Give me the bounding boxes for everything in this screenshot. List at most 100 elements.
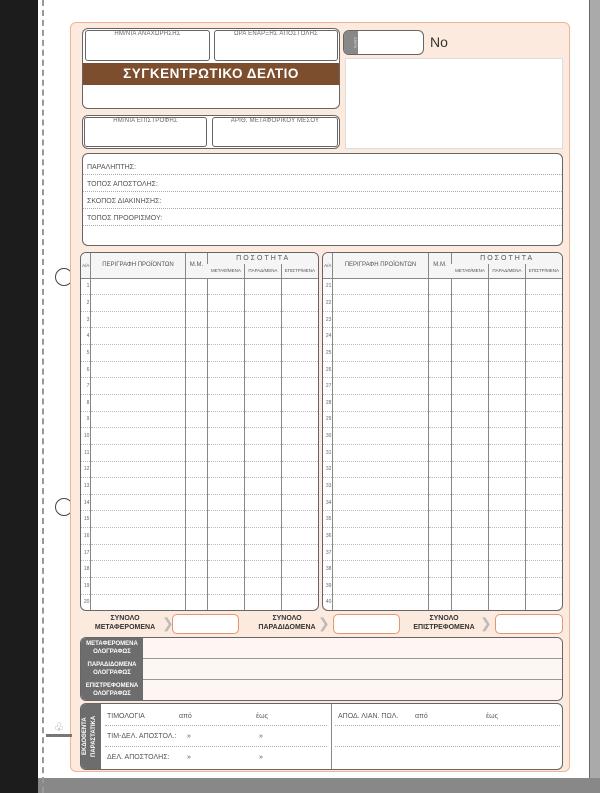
- returned-cell[interactable]: [524, 344, 562, 362]
- unit-cell[interactable]: [184, 394, 208, 412]
- delivered-cell[interactable]: [244, 544, 282, 562]
- returned-cell[interactable]: [280, 560, 318, 579]
- delivered-cell[interactable]: [488, 344, 526, 362]
- delivered-cell[interactable]: [244, 327, 282, 346]
- transferred-cell[interactable]: [207, 510, 245, 529]
- description-cell[interactable]: [90, 394, 186, 412]
- returned-cell[interactable]: [524, 411, 562, 429]
- delivered-cell[interactable]: [244, 411, 282, 429]
- returned-cell[interactable]: [524, 294, 562, 312]
- unit-cell[interactable]: [427, 278, 452, 296]
- unit-cell[interactable]: [427, 461, 452, 479]
- returned-cell[interactable]: [280, 544, 318, 562]
- returned-cell[interactable]: [524, 577, 562, 595]
- description-cell[interactable]: [90, 510, 186, 529]
- unit-cell[interactable]: [184, 311, 208, 329]
- transferred-cell[interactable]: [451, 560, 489, 579]
- returned-cell[interactable]: [524, 527, 562, 545]
- returned-cell[interactable]: [280, 594, 318, 610]
- transferred-cell[interactable]: [451, 594, 489, 610]
- transferred-cell[interactable]: [207, 327, 245, 346]
- transferred-cell[interactable]: [451, 411, 489, 429]
- transferred-cell[interactable]: [207, 560, 245, 579]
- returned-cell[interactable]: [280, 411, 318, 429]
- returned-cell[interactable]: [524, 461, 562, 479]
- delivered-cell[interactable]: [488, 461, 526, 479]
- returned-cell[interactable]: [524, 427, 562, 445]
- transferred-cell[interactable]: [207, 544, 245, 562]
- description-cell[interactable]: [332, 327, 429, 346]
- description-cell[interactable]: [332, 344, 429, 362]
- unit-cell[interactable]: [184, 427, 208, 445]
- returned-cell[interactable]: [524, 444, 562, 462]
- description-cell[interactable]: [332, 594, 429, 610]
- description-cell[interactable]: [332, 527, 429, 545]
- returned-cell[interactable]: [524, 278, 562, 296]
- transferred-cell[interactable]: [207, 294, 245, 312]
- transferred-cell[interactable]: [451, 327, 489, 346]
- delivered-cell[interactable]: [488, 510, 526, 529]
- unit-cell[interactable]: [427, 344, 452, 362]
- description-cell[interactable]: [332, 494, 429, 512]
- vehicle-number-field[interactable]: ΑΡΙΘ. ΜΕΤΑΦΟΡΙΚΟΥ ΜΕΣΟΥ: [212, 117, 338, 147]
- transferred-cell[interactable]: [207, 494, 245, 512]
- description-cell[interactable]: [332, 411, 429, 429]
- unit-cell[interactable]: [427, 377, 452, 395]
- transferred-cell[interactable]: [451, 527, 489, 545]
- description-cell[interactable]: [90, 477, 186, 495]
- delivered-cell[interactable]: [488, 444, 526, 462]
- returned-cell[interactable]: [280, 461, 318, 479]
- transferred-cell[interactable]: [207, 477, 245, 495]
- delivered-cell[interactable]: [244, 377, 282, 395]
- unit-cell[interactable]: [427, 327, 452, 346]
- delivered-cell[interactable]: [244, 461, 282, 479]
- unit-cell[interactable]: [427, 510, 452, 529]
- returned-cell[interactable]: [280, 444, 318, 462]
- returned-cell[interactable]: [524, 544, 562, 562]
- delivered-cell[interactable]: [244, 510, 282, 529]
- unit-cell[interactable]: [184, 510, 208, 529]
- transferred-cell[interactable]: [207, 411, 245, 429]
- total-transferred-field[interactable]: [172, 614, 239, 634]
- transferred-cell[interactable]: [451, 394, 489, 412]
- description-cell[interactable]: [332, 377, 429, 395]
- delivered-cell[interactable]: [244, 594, 282, 610]
- unit-cell[interactable]: [184, 560, 208, 579]
- delivered-cell[interactable]: [244, 294, 282, 312]
- returned-cell[interactable]: [524, 477, 562, 495]
- delivered-cell[interactable]: [488, 427, 526, 445]
- transferred-cell[interactable]: [451, 444, 489, 462]
- delivered-cell[interactable]: [244, 577, 282, 595]
- description-cell[interactable]: [90, 544, 186, 562]
- description-cell[interactable]: [332, 394, 429, 412]
- returned-cell[interactable]: [280, 577, 318, 595]
- delivered-cell[interactable]: [244, 494, 282, 512]
- transferred-cell[interactable]: [451, 544, 489, 562]
- unit-cell[interactable]: [427, 494, 452, 512]
- delivered-cell[interactable]: [488, 327, 526, 346]
- unit-cell[interactable]: [184, 477, 208, 495]
- transferred-cell[interactable]: [451, 510, 489, 529]
- description-cell[interactable]: [332, 477, 429, 495]
- description-cell[interactable]: [90, 461, 186, 479]
- transferred-cell[interactable]: [207, 278, 245, 296]
- returned-cell[interactable]: [280, 494, 318, 512]
- returned-cell[interactable]: [280, 361, 318, 379]
- description-cell[interactable]: [332, 361, 429, 379]
- unit-cell[interactable]: [184, 327, 208, 346]
- unit-cell[interactable]: [427, 477, 452, 495]
- total-delivered-field[interactable]: [333, 614, 400, 634]
- destination-line[interactable]: ΤΟΠΟΣ ΠΡΟΟΡΙΣΜΟΥ:: [83, 209, 562, 226]
- description-cell[interactable]: [90, 311, 186, 329]
- delivered-cell[interactable]: [488, 527, 526, 545]
- delivered-cell[interactable]: [244, 560, 282, 579]
- description-cell[interactable]: [90, 560, 186, 579]
- returned-cell[interactable]: [280, 327, 318, 346]
- delivered-cell[interactable]: [488, 494, 526, 512]
- start-time-field[interactable]: ΩΡΑ ΕΝΑΡΞΗΣ ΑΠΟΣΤΟΛΗΣ: [214, 30, 338, 61]
- description-cell[interactable]: [90, 377, 186, 395]
- unit-cell[interactable]: [427, 294, 452, 312]
- transferred-cell[interactable]: [451, 294, 489, 312]
- delivered-cell[interactable]: [244, 361, 282, 379]
- delivered-cell[interactable]: [244, 311, 282, 329]
